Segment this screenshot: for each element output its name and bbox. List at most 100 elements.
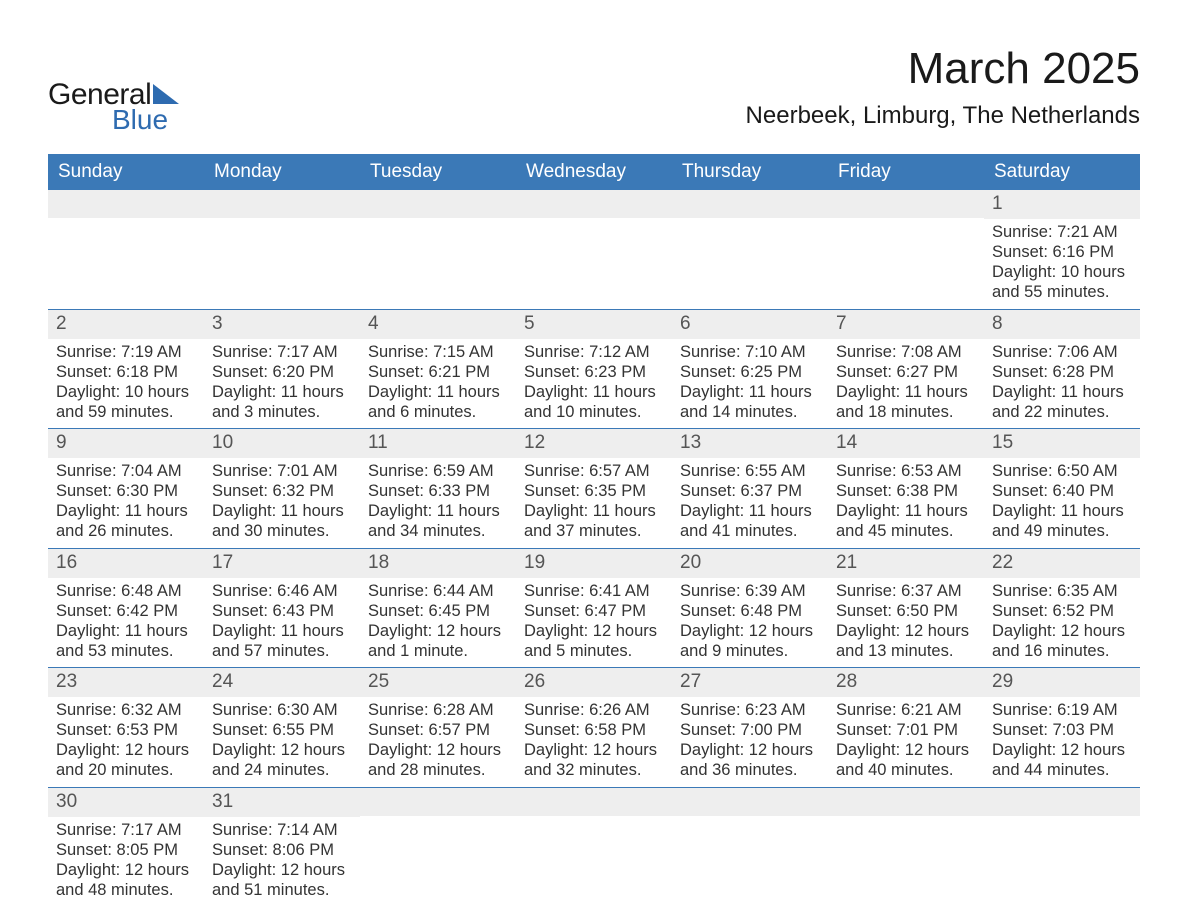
sunrise-line: Sunrise: 7:14 AM: [212, 820, 354, 840]
day-number: 20: [672, 549, 828, 578]
calendar-day: 3Sunrise: 7:17 AMSunset: 6:20 PMDaylight…: [204, 310, 360, 429]
day-details: Sunrise: 6:44 AMSunset: 6:45 PMDaylight:…: [360, 578, 516, 668]
calendar-day: 27Sunrise: 6:23 AMSunset: 7:00 PMDayligh…: [672, 668, 828, 787]
calendar-day: 9Sunrise: 7:04 AMSunset: 6:30 PMDaylight…: [48, 429, 204, 548]
day-details: Sunrise: 7:04 AMSunset: 6:30 PMDaylight:…: [48, 458, 204, 548]
daylight-line: Daylight: 12 hours and 40 minutes.: [836, 740, 978, 780]
day-number: 4: [360, 310, 516, 339]
day-details: [984, 816, 1140, 892]
day-number: 2: [48, 310, 204, 339]
calendar-day: 28Sunrise: 6:21 AMSunset: 7:01 PMDayligh…: [828, 668, 984, 787]
day-details: [516, 816, 672, 892]
sunrise-line: Sunrise: 6:39 AM: [680, 581, 822, 601]
day-number: 16: [48, 549, 204, 578]
day-details: Sunrise: 6:26 AMSunset: 6:58 PMDaylight:…: [516, 697, 672, 787]
calendar-day: 12Sunrise: 6:57 AMSunset: 6:35 PMDayligh…: [516, 429, 672, 548]
daylight-line: Daylight: 12 hours and 13 minutes.: [836, 621, 978, 661]
sunset-line: Sunset: 6:27 PM: [836, 362, 978, 382]
sunset-line: Sunset: 6:30 PM: [56, 481, 198, 501]
daylight-line: Daylight: 10 hours and 55 minutes.: [992, 262, 1134, 302]
sunrise-line: Sunrise: 6:28 AM: [368, 700, 510, 720]
sunrise-line: Sunrise: 7:12 AM: [524, 342, 666, 362]
calendar-day: 8Sunrise: 7:06 AMSunset: 6:28 PMDaylight…: [984, 310, 1140, 429]
calendar-day: [828, 190, 984, 309]
calendar-day: 30Sunrise: 7:17 AMSunset: 8:05 PMDayligh…: [48, 788, 204, 907]
week-row: 30Sunrise: 7:17 AMSunset: 8:05 PMDayligh…: [48, 788, 1140, 907]
sunset-line: Sunset: 6:23 PM: [524, 362, 666, 382]
daylight-line: Daylight: 12 hours and 48 minutes.: [56, 860, 198, 900]
calendar-day: 11Sunrise: 6:59 AMSunset: 6:33 PMDayligh…: [360, 429, 516, 548]
sunrise-line: Sunrise: 6:57 AM: [524, 461, 666, 481]
daylight-line: Daylight: 10 hours and 59 minutes.: [56, 382, 198, 422]
sunset-line: Sunset: 6:52 PM: [992, 601, 1134, 621]
week-row: 23Sunrise: 6:32 AMSunset: 6:53 PMDayligh…: [48, 668, 1140, 788]
day-number: [360, 190, 516, 218]
calendar-day: 15Sunrise: 6:50 AMSunset: 6:40 PMDayligh…: [984, 429, 1140, 548]
day-number: 25: [360, 668, 516, 697]
day-details: Sunrise: 7:17 AMSunset: 6:20 PMDaylight:…: [204, 339, 360, 429]
daylight-line: Daylight: 11 hours and 30 minutes.: [212, 501, 354, 541]
calendar-day: 23Sunrise: 6:32 AMSunset: 6:53 PMDayligh…: [48, 668, 204, 787]
sunrise-line: Sunrise: 6:41 AM: [524, 581, 666, 601]
day-details: Sunrise: 6:23 AMSunset: 7:00 PMDaylight:…: [672, 697, 828, 787]
day-details: Sunrise: 7:12 AMSunset: 6:23 PMDaylight:…: [516, 339, 672, 429]
day-details: [672, 816, 828, 892]
week-row: 2Sunrise: 7:19 AMSunset: 6:18 PMDaylight…: [48, 310, 1140, 430]
day-details: Sunrise: 6:59 AMSunset: 6:33 PMDaylight:…: [360, 458, 516, 548]
daylight-line: Daylight: 11 hours and 45 minutes.: [836, 501, 978, 541]
daylight-line: Daylight: 12 hours and 20 minutes.: [56, 740, 198, 780]
logo-triangle-icon: [153, 84, 179, 104]
daylight-line: Daylight: 11 hours and 10 minutes.: [524, 382, 666, 422]
calendar-day: 20Sunrise: 6:39 AMSunset: 6:48 PMDayligh…: [672, 549, 828, 668]
daylight-line: Daylight: 12 hours and 44 minutes.: [992, 740, 1134, 780]
day-number: 5: [516, 310, 672, 339]
calendar-day: 14Sunrise: 6:53 AMSunset: 6:38 PMDayligh…: [828, 429, 984, 548]
sunrise-line: Sunrise: 6:30 AM: [212, 700, 354, 720]
calendar-day: 10Sunrise: 7:01 AMSunset: 6:32 PMDayligh…: [204, 429, 360, 548]
day-number: [672, 190, 828, 218]
day-details: Sunrise: 6:57 AMSunset: 6:35 PMDaylight:…: [516, 458, 672, 548]
sunrise-line: Sunrise: 7:10 AM: [680, 342, 822, 362]
sunrise-line: Sunrise: 6:44 AM: [368, 581, 510, 601]
day-number: 31: [204, 788, 360, 817]
day-details: [672, 218, 828, 294]
calendar-day: [48, 190, 204, 309]
sunset-line: Sunset: 6:57 PM: [368, 720, 510, 740]
daylight-line: Daylight: 12 hours and 16 minutes.: [992, 621, 1134, 661]
week-row: 9Sunrise: 7:04 AMSunset: 6:30 PMDaylight…: [48, 429, 1140, 549]
sunset-line: Sunset: 6:18 PM: [56, 362, 198, 382]
week-row: 16Sunrise: 6:48 AMSunset: 6:42 PMDayligh…: [48, 549, 1140, 669]
daylight-line: Daylight: 12 hours and 1 minute.: [368, 621, 510, 661]
sunset-line: Sunset: 6:25 PM: [680, 362, 822, 382]
daylight-line: Daylight: 12 hours and 32 minutes.: [524, 740, 666, 780]
sunset-line: Sunset: 8:06 PM: [212, 840, 354, 860]
day-details: [828, 218, 984, 294]
sunset-line: Sunset: 6:35 PM: [524, 481, 666, 501]
day-details: Sunrise: 7:17 AMSunset: 8:05 PMDaylight:…: [48, 817, 204, 907]
calendar-day: [984, 788, 1140, 907]
daylight-line: Daylight: 12 hours and 5 minutes.: [524, 621, 666, 661]
sunset-line: Sunset: 6:53 PM: [56, 720, 198, 740]
calendar-day: 13Sunrise: 6:55 AMSunset: 6:37 PMDayligh…: [672, 429, 828, 548]
calendar-day: [360, 788, 516, 907]
dow-saturday: Saturday: [984, 154, 1140, 190]
day-details: Sunrise: 7:19 AMSunset: 6:18 PMDaylight:…: [48, 339, 204, 429]
sunrise-line: Sunrise: 6:46 AM: [212, 581, 354, 601]
sunset-line: Sunset: 6:37 PM: [680, 481, 822, 501]
day-number: 14: [828, 429, 984, 458]
calendar-day: 17Sunrise: 6:46 AMSunset: 6:43 PMDayligh…: [204, 549, 360, 668]
daylight-line: Daylight: 12 hours and 9 minutes.: [680, 621, 822, 661]
sunset-line: Sunset: 6:21 PM: [368, 362, 510, 382]
calendar-day: 7Sunrise: 7:08 AMSunset: 6:27 PMDaylight…: [828, 310, 984, 429]
day-number: [672, 788, 828, 816]
day-details: Sunrise: 6:46 AMSunset: 6:43 PMDaylight:…: [204, 578, 360, 668]
sunset-line: Sunset: 6:42 PM: [56, 601, 198, 621]
day-number: [360, 788, 516, 816]
sunset-line: Sunset: 6:50 PM: [836, 601, 978, 621]
daylight-line: Daylight: 11 hours and 49 minutes.: [992, 501, 1134, 541]
day-details: Sunrise: 6:21 AMSunset: 7:01 PMDaylight:…: [828, 697, 984, 787]
day-number: 23: [48, 668, 204, 697]
title-block: March 2025 Neerbeek, Limburg, The Nether…: [746, 44, 1140, 130]
day-number: 8: [984, 310, 1140, 339]
sunset-line: Sunset: 7:03 PM: [992, 720, 1134, 740]
